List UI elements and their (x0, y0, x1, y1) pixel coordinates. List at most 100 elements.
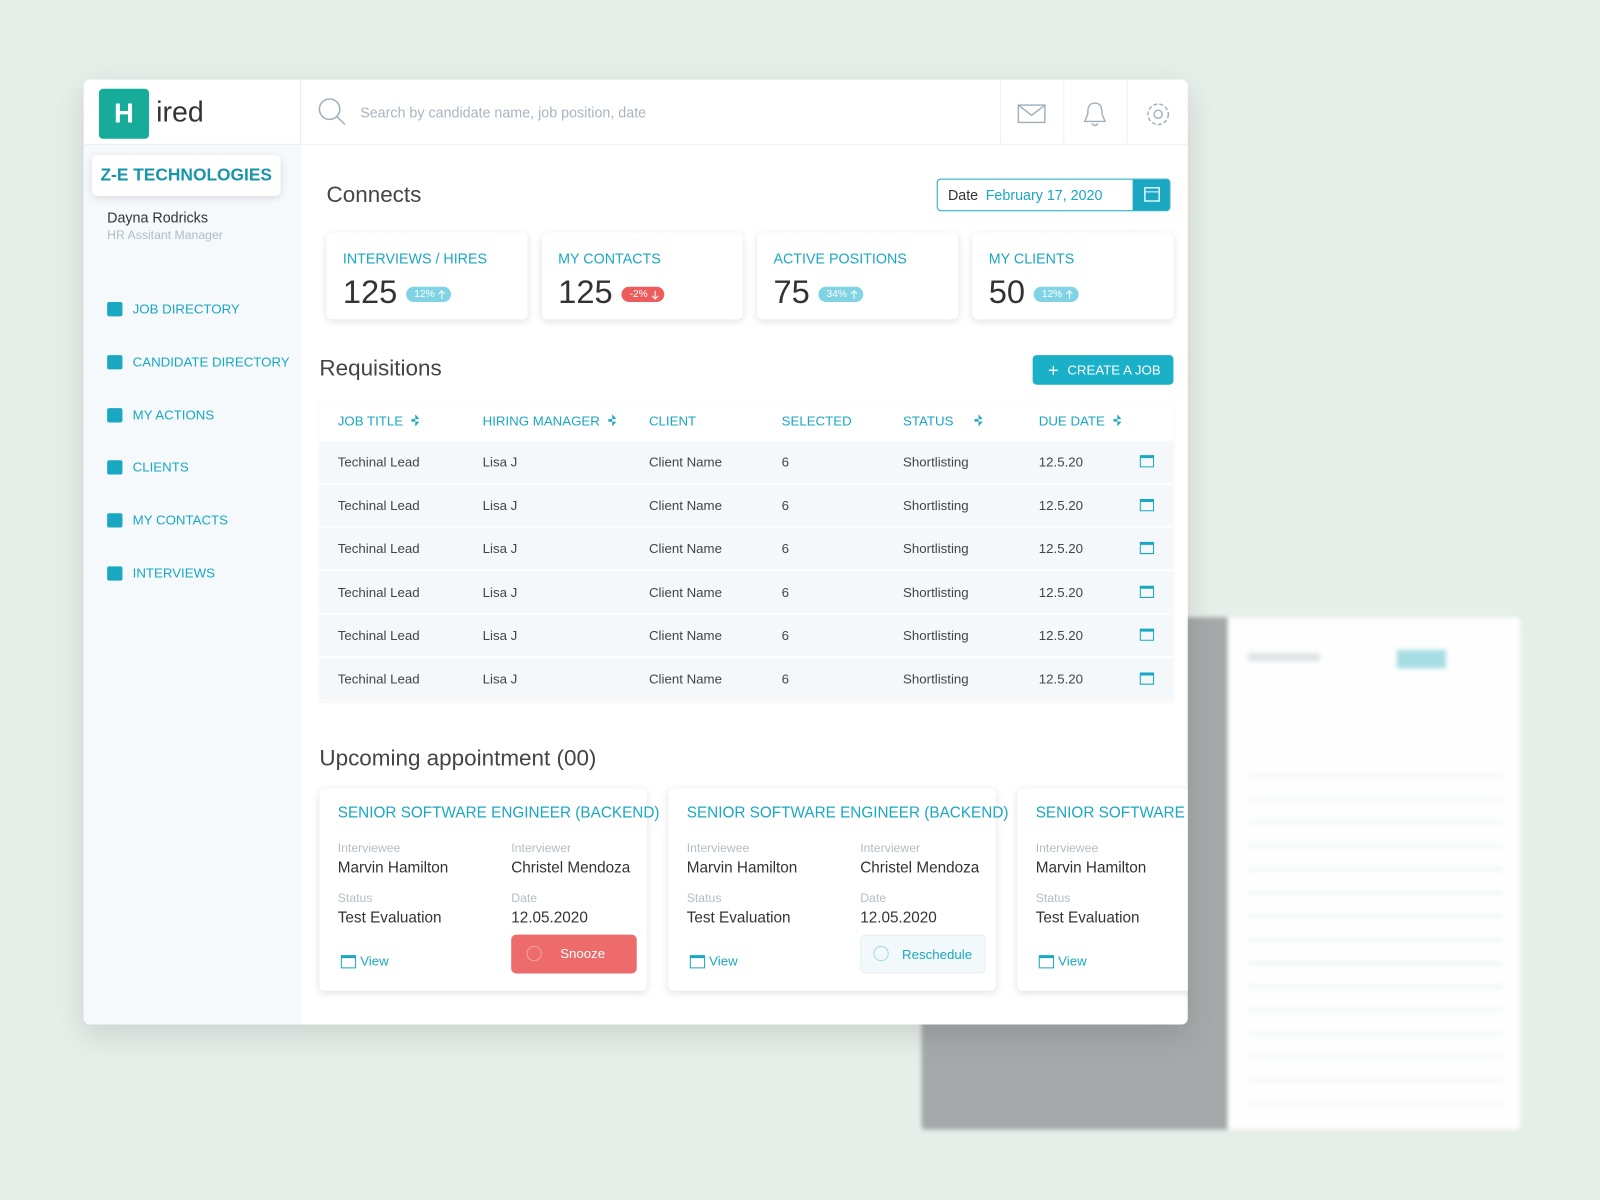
column-header: SELECTED (781, 413, 852, 429)
table-cell: Shortlisting (903, 497, 969, 513)
stat-change: 34% (818, 286, 864, 303)
section-title: Connects (326, 181, 422, 208)
appointment-field: Status Test Evaluation (338, 891, 442, 927)
appointment-card: SENIOR SOFTWARE ENGINEER (BACKEND) Interv… (668, 788, 1008, 991)
nav-item[interactable]: CLIENTS (132, 459, 189, 475)
user-role: HR Assitant Manager (107, 227, 223, 242)
table-row[interactable] (319, 570, 1174, 614)
app-window: H ired Search by candidate name, job pos… (83, 79, 1188, 1025)
plus-icon: + (1047, 360, 1059, 381)
table-cell: Lisa J (482, 540, 518, 557)
table-cell: Techinal Lead (337, 497, 420, 513)
search-icon (318, 98, 346, 126)
table-cell: Client Name (648, 627, 722, 643)
logo-mark: H (98, 88, 149, 139)
table-row[interactable] (319, 657, 1174, 701)
table-cell: Lisa J (482, 670, 518, 687)
table-cell: 6 (781, 584, 790, 600)
calendar-icon[interactable] (1139, 498, 1155, 511)
nav-icon (107, 302, 123, 317)
company-name: Z-E TECHNOLOGIES (91, 155, 281, 196)
nav-icon (107, 407, 123, 423)
nav-item[interactable]: JOB DIRECTORY (132, 301, 240, 317)
stat-card: ACTIVE POSITIONS 75 34% (757, 232, 959, 320)
trend-arrow (438, 290, 446, 299)
column-header[interactable]: HIRING MANAGER (482, 413, 600, 429)
table-cell: Client Name (648, 497, 722, 513)
nav-item[interactable]: CANDIDATE DIRECTORY (132, 353, 290, 370)
stat-card: INTERVIEWS / HIRES 125 12% (326, 232, 528, 320)
table-cell: Shortlisting (903, 584, 969, 600)
appointment-title: SENIOR SOFTWARE ENGINEER (BACKEND) (686, 804, 1009, 822)
table-row[interactable] (319, 614, 1174, 658)
table-cell: 12.5.20 (1038, 627, 1084, 643)
field-value: Christel Mendoza (860, 859, 980, 877)
sort-icon[interactable] (1113, 414, 1122, 427)
view-link[interactable]: View (709, 953, 738, 969)
button-icon (873, 945, 889, 962)
blur-line (1247, 653, 1320, 662)
appointment-field: Interviewer Christel Mendoza (860, 841, 979, 877)
table-cell: 12.5.20 (1038, 670, 1084, 687)
sort-icon[interactable] (411, 414, 420, 427)
date-picker[interactable]: Date February 17, 2020 (936, 178, 1171, 212)
field-label: Status (1035, 890, 1071, 906)
table-row[interactable] (319, 527, 1174, 571)
calendar-icon[interactable] (1139, 671, 1155, 685)
view-link[interactable]: View (1058, 953, 1087, 969)
view-icon[interactable] (1038, 955, 1055, 969)
column-header[interactable]: JOB TITLE (337, 413, 404, 429)
mail-icon[interactable] (1017, 102, 1046, 124)
field-value: Test Evaluation (686, 909, 791, 927)
user-name: Dayna Rodricks (107, 209, 208, 226)
search-input[interactable]: Search by candidate name, job position, … (360, 104, 647, 121)
table-cell: 12.5.20 (1038, 584, 1084, 600)
table-cell: 6 (781, 540, 790, 557)
column-header[interactable]: DUE DATE (1038, 413, 1105, 429)
logo-area: H ired (83, 79, 302, 145)
nav-item[interactable]: INTERVIEWS (132, 565, 215, 581)
table-cell: Shortlisting (903, 540, 969, 557)
nav-icon (107, 513, 123, 528)
appointment-field: Interviewer Christel Mendoza (511, 841, 630, 877)
table-cell: Techinal Lead (337, 584, 420, 600)
appointment-card: SENIOR SOFTWARE ENGINEER (BACKEND) Interv… (319, 788, 659, 991)
create-job-button[interactable]: CREATE A JOB (1032, 355, 1174, 385)
divider (1063, 79, 1065, 145)
calendar-button[interactable] (1132, 179, 1170, 211)
calendar-icon[interactable] (1139, 455, 1155, 468)
appointment-field: Interviewee Marvin Hamilton (1036, 841, 1147, 877)
field-label: Status (686, 890, 722, 906)
nav-item[interactable]: MY ACTIONS (132, 406, 215, 423)
trend-arrow (651, 290, 659, 300)
section-title: Upcoming appointment (00) (319, 744, 597, 771)
table-cell: Lisa J (482, 454, 518, 470)
table-row[interactable] (319, 484, 1174, 528)
settings-icon[interactable] (1144, 100, 1173, 129)
stat-label: INTERVIEWS / HIRES (342, 249, 488, 267)
field-value: Marvin Hamilton (1035, 859, 1147, 877)
sort-icon[interactable] (608, 414, 617, 427)
calendar-icon[interactable] (1139, 541, 1155, 555)
column-header[interactable]: STATUS (903, 413, 954, 429)
view-link[interactable]: View (360, 953, 389, 969)
calendar-icon[interactable] (1139, 585, 1155, 598)
appointment-field: Interviewee Marvin Hamilton (687, 841, 798, 877)
sort-icon[interactable] (974, 414, 983, 427)
nav-icon (107, 354, 123, 370)
table-cell: Techinal Lead (337, 540, 420, 557)
table-row[interactable] (319, 440, 1174, 484)
calendar-icon[interactable] (1139, 628, 1155, 641)
field-label: Interviewee (1035, 840, 1099, 856)
divider (999, 79, 1002, 145)
field-label: Interviewee (337, 840, 401, 856)
trend-arrow (1065, 290, 1073, 299)
bell-icon[interactable] (1082, 100, 1109, 129)
view-icon[interactable] (340, 955, 357, 969)
field-label: Date (511, 890, 538, 906)
view-icon[interactable] (689, 955, 706, 969)
stat-card: MY CONTACTS 125 -2% (541, 232, 743, 320)
nav-item[interactable]: MY CONTACTS (132, 512, 228, 528)
